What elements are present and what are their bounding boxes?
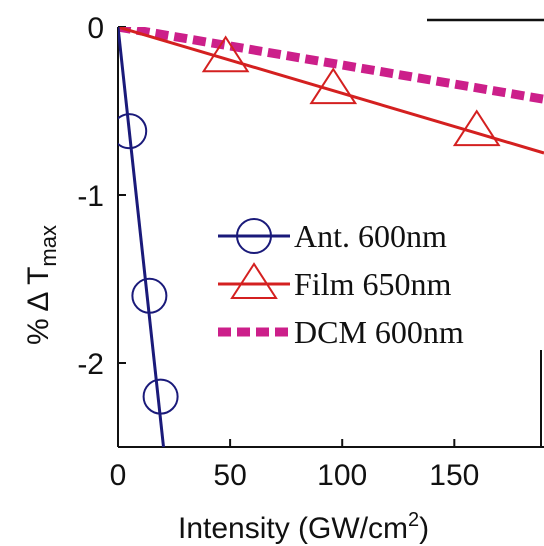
legend-marker-0 (236, 218, 272, 254)
legend: Ant. 600nm Film 650nm DCM 600nm (218, 218, 464, 350)
data-point-1 (201, 35, 250, 73)
series-line-0 (118, 27, 166, 447)
x-tick-label: 100 (317, 459, 367, 492)
legend-marker-1 (230, 262, 278, 299)
y-tick-label: -1 (77, 180, 104, 213)
x-axis-label: Intensity (GW/cm2) (178, 509, 429, 545)
tick-labels: 0 50 100 150 0 -1 -2 (77, 12, 479, 492)
y-tick-label: -2 (77, 348, 104, 381)
legend-label-film: Film 650nm (294, 266, 451, 302)
y-tick-label: 0 (87, 12, 104, 45)
series-line-2 (118, 27, 544, 104)
x-tick-label: 50 (213, 459, 246, 492)
data-point-0 (131, 277, 168, 314)
series-layer (118, 27, 544, 447)
x-tick-label: 0 (110, 459, 127, 492)
data-point-0 (118, 113, 148, 150)
data-point-1 (309, 67, 358, 105)
series-line-1 (118, 27, 544, 155)
legend-label-dcm: DCM 600nm (294, 314, 464, 350)
x-tick-label: 150 (429, 459, 479, 492)
y-axis-label: % Δ Tmax (22, 225, 61, 345)
data-point-1 (452, 109, 501, 147)
legend-label-ant: Ant. 600nm (294, 218, 447, 254)
data-point-0 (142, 378, 179, 415)
